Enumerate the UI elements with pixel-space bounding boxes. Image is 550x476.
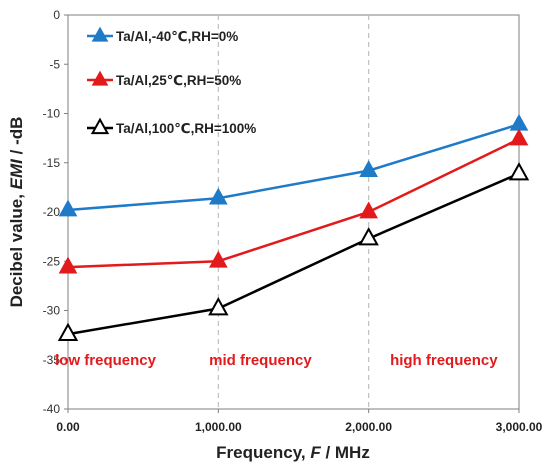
y-tick-label: -10 [43,107,61,121]
x-tick-label: 1,000.00 [195,420,242,434]
x-tick-label: 2,000.00 [345,420,392,434]
legend: Ta/Al,-40℃,RH=0% Ta/Al,25℃,RH=50% Ta/Al,10… [87,26,256,136]
legend-marker [91,26,109,42]
series-line [67,137,520,269]
legend-label: Ta/Al,100℃,RH=100% [116,121,256,136]
x-axis-title: Frequency, F / MHz [216,443,370,462]
region-label: mid frequency [209,352,312,369]
y-tick-label: -20 [43,205,61,219]
series-2 [58,128,529,274]
series-group [57,113,530,341]
region-label: low frequency [55,352,157,369]
legend-label: Ta/Al,-40℃,RH=0% [116,29,238,44]
data-point-marker [208,250,228,268]
data-point-marker [509,128,529,146]
legend-entry-1: Ta/Al,-40℃,RH=0% [87,26,238,44]
grid-lines [217,15,370,409]
series-line [67,172,520,336]
legend-label: Ta/Al,25℃,RH=50% [116,73,241,88]
y-tick-label: 0 [53,8,60,22]
data-point-marker [208,296,229,316]
plot-area [67,14,520,410]
y-tick-label: -5 [49,57,60,71]
x-tick-label: 3,000.00 [496,420,543,434]
data-point-marker [508,162,530,181]
series-1 [58,113,529,217]
axes: -40 -35 -30 -25 -20 -15 -10 -5 0 0.00 1,000.00 2,00… [43,8,543,434]
x-tick-label: 0.00 [56,420,80,434]
legend-marker [91,70,109,86]
region-label: high frequency [390,352,498,369]
legend-entry-3: Ta/Al,100℃,RH=100% [87,117,256,136]
y-tick-label: -15 [43,156,61,170]
legend-marker [90,117,110,135]
legend-entry-2: Ta/Al,25℃,RH=50% [87,70,241,88]
data-point-marker [359,201,379,219]
y-axis-title: Decibel value, EMI / -dB [7,117,26,308]
data-point-marker [57,322,79,341]
y-tick-label: -35 [43,353,61,367]
data-point-marker [358,227,379,246]
series-3 [57,162,530,341]
data-point-marker [208,187,228,205]
series-line [67,123,520,212]
data-point-marker [58,256,78,274]
y-tick-label: -30 [43,304,61,318]
data-point-marker [58,199,78,217]
data-point-marker [359,160,379,177]
y-tick-label: -40 [43,402,61,416]
y-tick-label: -25 [43,254,61,268]
annotations: low frequency mid frequency high frequency [55,352,498,369]
